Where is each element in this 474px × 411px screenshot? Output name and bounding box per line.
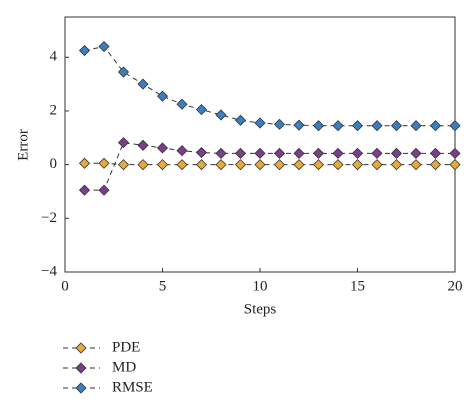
- y-tick-label: −2: [41, 210, 57, 226]
- y-tick-label: 4: [50, 49, 58, 65]
- data-point: [234, 114, 247, 126]
- y-axis-label: Error: [15, 129, 31, 161]
- data-point: [332, 159, 344, 171]
- data-point: [156, 90, 169, 102]
- data-point: [117, 66, 130, 78]
- data-point: [137, 139, 149, 151]
- y-tick-label: 0: [50, 156, 58, 172]
- data-point: [215, 109, 227, 121]
- data-point: [390, 159, 403, 171]
- legend-marker: [75, 362, 87, 374]
- data-point: [195, 104, 208, 116]
- data-point: [429, 147, 442, 159]
- data-point: [176, 98, 188, 110]
- x-tick-label: 20: [448, 278, 463, 294]
- data-point: [449, 120, 461, 132]
- data-point: [234, 147, 247, 159]
- data-point: [312, 159, 325, 171]
- data-point: [332, 120, 344, 132]
- data-point: [273, 118, 286, 130]
- x-axis-label: Steps: [244, 301, 277, 317]
- data-point: [410, 159, 422, 171]
- data-point: [234, 159, 247, 171]
- data-point: [273, 159, 286, 171]
- data-point: [312, 120, 325, 132]
- data-point: [351, 147, 364, 159]
- legend-label: RMSE: [112, 379, 153, 395]
- data-point: [312, 147, 325, 159]
- data-point: [254, 117, 266, 129]
- data-point: [390, 120, 403, 132]
- data-point: [137, 159, 149, 171]
- data-point: [98, 157, 110, 169]
- data-point: [156, 159, 169, 171]
- data-point: [156, 142, 169, 154]
- data-point: [195, 146, 208, 159]
- data-point: [215, 159, 227, 171]
- data-point: [371, 147, 383, 159]
- x-tick-label: 10: [253, 278, 268, 294]
- data-point: [117, 159, 130, 171]
- data-point: [293, 119, 305, 131]
- legend-label: PDE: [112, 339, 140, 355]
- data-point: [78, 157, 91, 169]
- data-point: [390, 147, 403, 159]
- legend-marker: [75, 382, 87, 394]
- data-point: [351, 120, 364, 132]
- data-point: [449, 159, 461, 171]
- legend-label: MD: [112, 359, 136, 375]
- data-point: [195, 159, 208, 171]
- x-tick-label: 15: [350, 278, 365, 294]
- y-tick-label: 2: [50, 102, 58, 118]
- data-point: [98, 40, 110, 53]
- data-point: [449, 147, 461, 159]
- data-point: [98, 184, 110, 196]
- data-point: [410, 120, 422, 132]
- data-point: [176, 145, 188, 157]
- y-tick-label: −4: [41, 263, 57, 279]
- data-point: [293, 147, 305, 159]
- data-point: [410, 147, 422, 159]
- data-point: [371, 159, 383, 171]
- data-point: [371, 120, 383, 132]
- data-point: [176, 159, 188, 171]
- x-tick-label: 0: [61, 278, 69, 294]
- legend-marker: [75, 342, 87, 354]
- x-tick-label: 5: [159, 278, 167, 294]
- data-point: [78, 184, 91, 196]
- data-point: [78, 44, 91, 57]
- data-point: [332, 147, 344, 159]
- data-point: [429, 120, 442, 132]
- data-point: [215, 147, 227, 159]
- data-point: [117, 137, 130, 149]
- data-point: [351, 159, 364, 171]
- data-point: [273, 147, 286, 159]
- data-point: [429, 159, 442, 171]
- data-point: [293, 159, 305, 171]
- series-line: [84, 45, 455, 127]
- data-point: [254, 147, 266, 159]
- data-point: [254, 159, 266, 171]
- data-point: [137, 78, 149, 90]
